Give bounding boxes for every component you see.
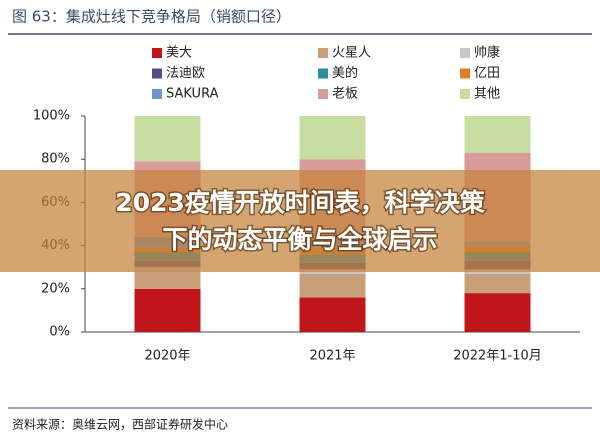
legend-swatch <box>318 48 328 58</box>
y-tick-label: 80% <box>41 152 70 167</box>
legend-swatch <box>152 68 162 79</box>
legend-label: 美大 <box>166 46 192 61</box>
bar-segment <box>464 116 531 153</box>
legend-swatch <box>460 48 470 58</box>
overlay-text: 2023疫情开放时间表，科学决策 <box>115 188 486 217</box>
bar-segment <box>134 288 201 332</box>
bar-segment <box>299 273 366 298</box>
legend-label: SAKURA <box>166 87 219 102</box>
bar-segment <box>464 293 531 332</box>
legend-label: 老板 <box>332 87 358 102</box>
legend-label: 帅康 <box>474 45 500 61</box>
legend-swatch <box>318 89 328 99</box>
legend-swatch <box>318 68 328 79</box>
bar-segment <box>134 271 201 289</box>
overlay-text: 下的动态平衡与全球启示 <box>162 225 437 254</box>
legend-swatch <box>152 48 162 58</box>
bar-segment <box>299 297 366 332</box>
legend-label: 法迪欧 <box>166 66 205 81</box>
y-tick-label: 100% <box>33 109 70 124</box>
legend-swatch <box>460 89 470 99</box>
bar-segment <box>464 273 531 294</box>
x-tick-label: 2021年 <box>309 349 355 364</box>
overlay-band <box>0 170 600 272</box>
source: 资料来源：奥维云网，西部证券研发中心 <box>12 417 228 432</box>
bar-segment <box>134 116 201 162</box>
legend-label: 火星人 <box>332 46 371 61</box>
y-tick-label: 0% <box>49 325 70 340</box>
bar-segment <box>299 116 366 160</box>
legend-label: 美的 <box>332 65 358 81</box>
legend-label: 亿田 <box>474 66 500 81</box>
x-tick-label: 2022年1-10月 <box>453 349 542 364</box>
y-tick-label: 20% <box>41 281 70 296</box>
legend-swatch <box>152 89 162 99</box>
x-tick-label: 2020年 <box>144 349 190 364</box>
header-title: 图 63：集成灶线下竞争格局（销额口径） <box>12 8 291 26</box>
legend-label: 其他 <box>474 87 500 102</box>
legend-swatch <box>460 68 470 79</box>
